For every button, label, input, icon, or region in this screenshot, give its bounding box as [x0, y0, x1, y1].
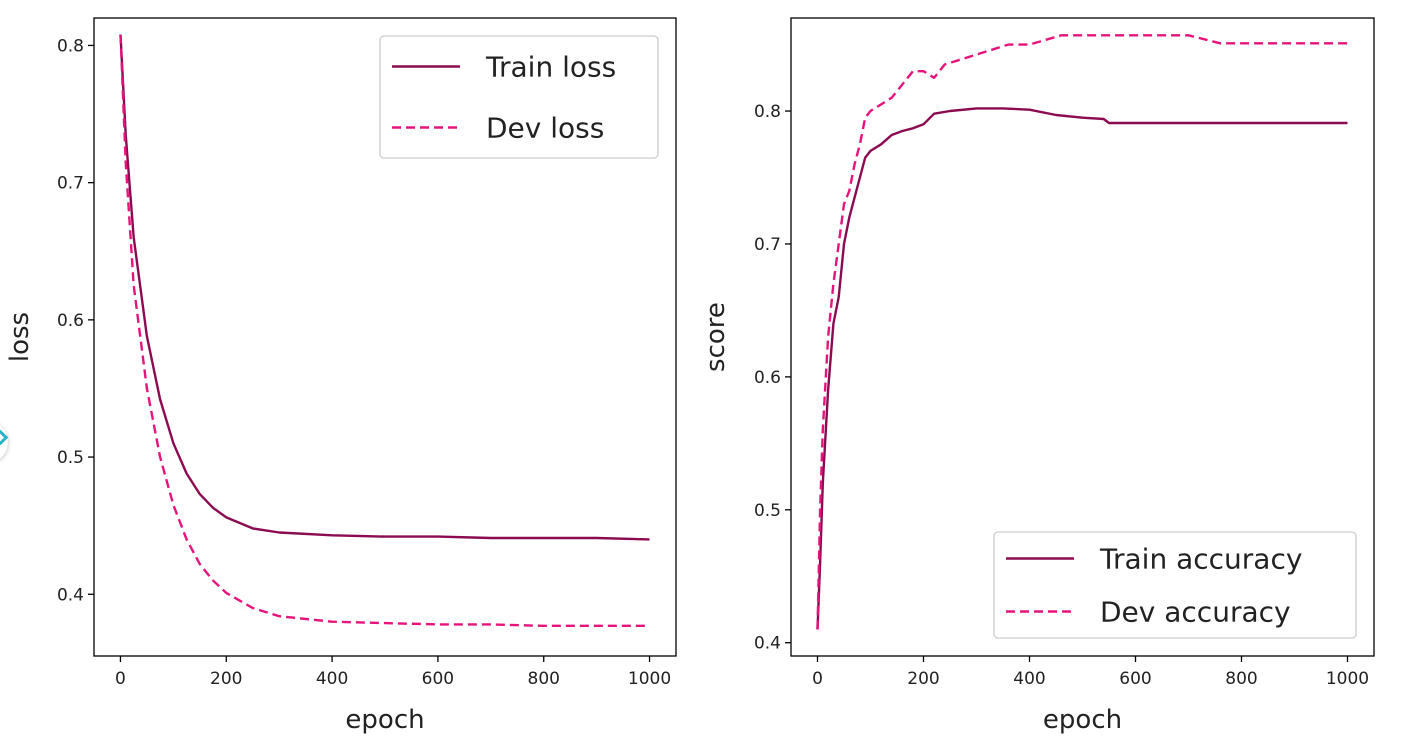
- series-line-train-loss: [119, 34, 650, 541]
- x-tick-label: 1000: [1326, 669, 1369, 689]
- x-axis-label: epoch: [345, 705, 424, 735]
- y-tick-label: 0.6: [754, 368, 781, 388]
- loss-chart: 0 200 400 600 800 1000 0.4 0.5 0.6 0.7 0.8 epoch los…: [5, 17, 677, 735]
- plot-frame: [93, 17, 677, 657]
- x-tick-label: 200: [907, 669, 939, 689]
- y-tick-label: 0.7: [754, 235, 781, 255]
- x-tick-label: 400: [1013, 669, 1045, 689]
- x-tick-label: 800: [1225, 669, 1257, 689]
- x-tick-label: 600: [422, 669, 454, 689]
- y-tick-label: 0.5: [57, 448, 84, 468]
- x-tick-label: 800: [528, 669, 560, 689]
- legend-box: [993, 531, 1357, 639]
- legend-label: Train loss: [485, 51, 616, 84]
- x-tick-label: 0: [812, 669, 823, 689]
- x-tick-label: 400: [316, 669, 348, 689]
- legend-label: Train accuracy: [1099, 543, 1302, 576]
- y-tick-label: 0.6: [57, 311, 84, 331]
- x-tick-label: 1000: [628, 669, 671, 689]
- legend: Train accuracy Dev accuracy: [993, 531, 1357, 639]
- x-tick-label: 600: [1119, 669, 1151, 689]
- legend-label: Dev accuracy: [1100, 596, 1291, 629]
- y-tick-label: 0.8: [754, 102, 781, 122]
- x-tick-label: 0: [115, 669, 126, 689]
- y-tick-label: 0.5: [754, 501, 781, 521]
- series-line-dev-accuracy: [816, 34, 1348, 630]
- y-tick-label: 0.8: [57, 36, 84, 56]
- series-line-train-accuracy: [816, 107, 1348, 630]
- y-axis-label: loss: [5, 312, 35, 362]
- x-axis-label: epoch: [1043, 705, 1122, 735]
- y-tick-label: 0.4: [754, 634, 781, 654]
- y-tick-label: 0.4: [57, 585, 84, 605]
- y-tick-label: 0.7: [57, 174, 84, 194]
- legend-label: Dev loss: [486, 112, 604, 145]
- accuracy-chart: 0 200 400 600 800 1000 0.4 0.5 0.6 0.7 0.8 epoch sco…: [701, 17, 1375, 735]
- x-tick-label: 200: [210, 669, 242, 689]
- plot-frame: [790, 17, 1375, 657]
- collapse-handle[interactable]: [0, 420, 9, 464]
- series-line-dev-loss: [119, 34, 650, 627]
- y-axis-label: score: [701, 302, 731, 372]
- legend: Train loss Dev loss: [379, 35, 659, 159]
